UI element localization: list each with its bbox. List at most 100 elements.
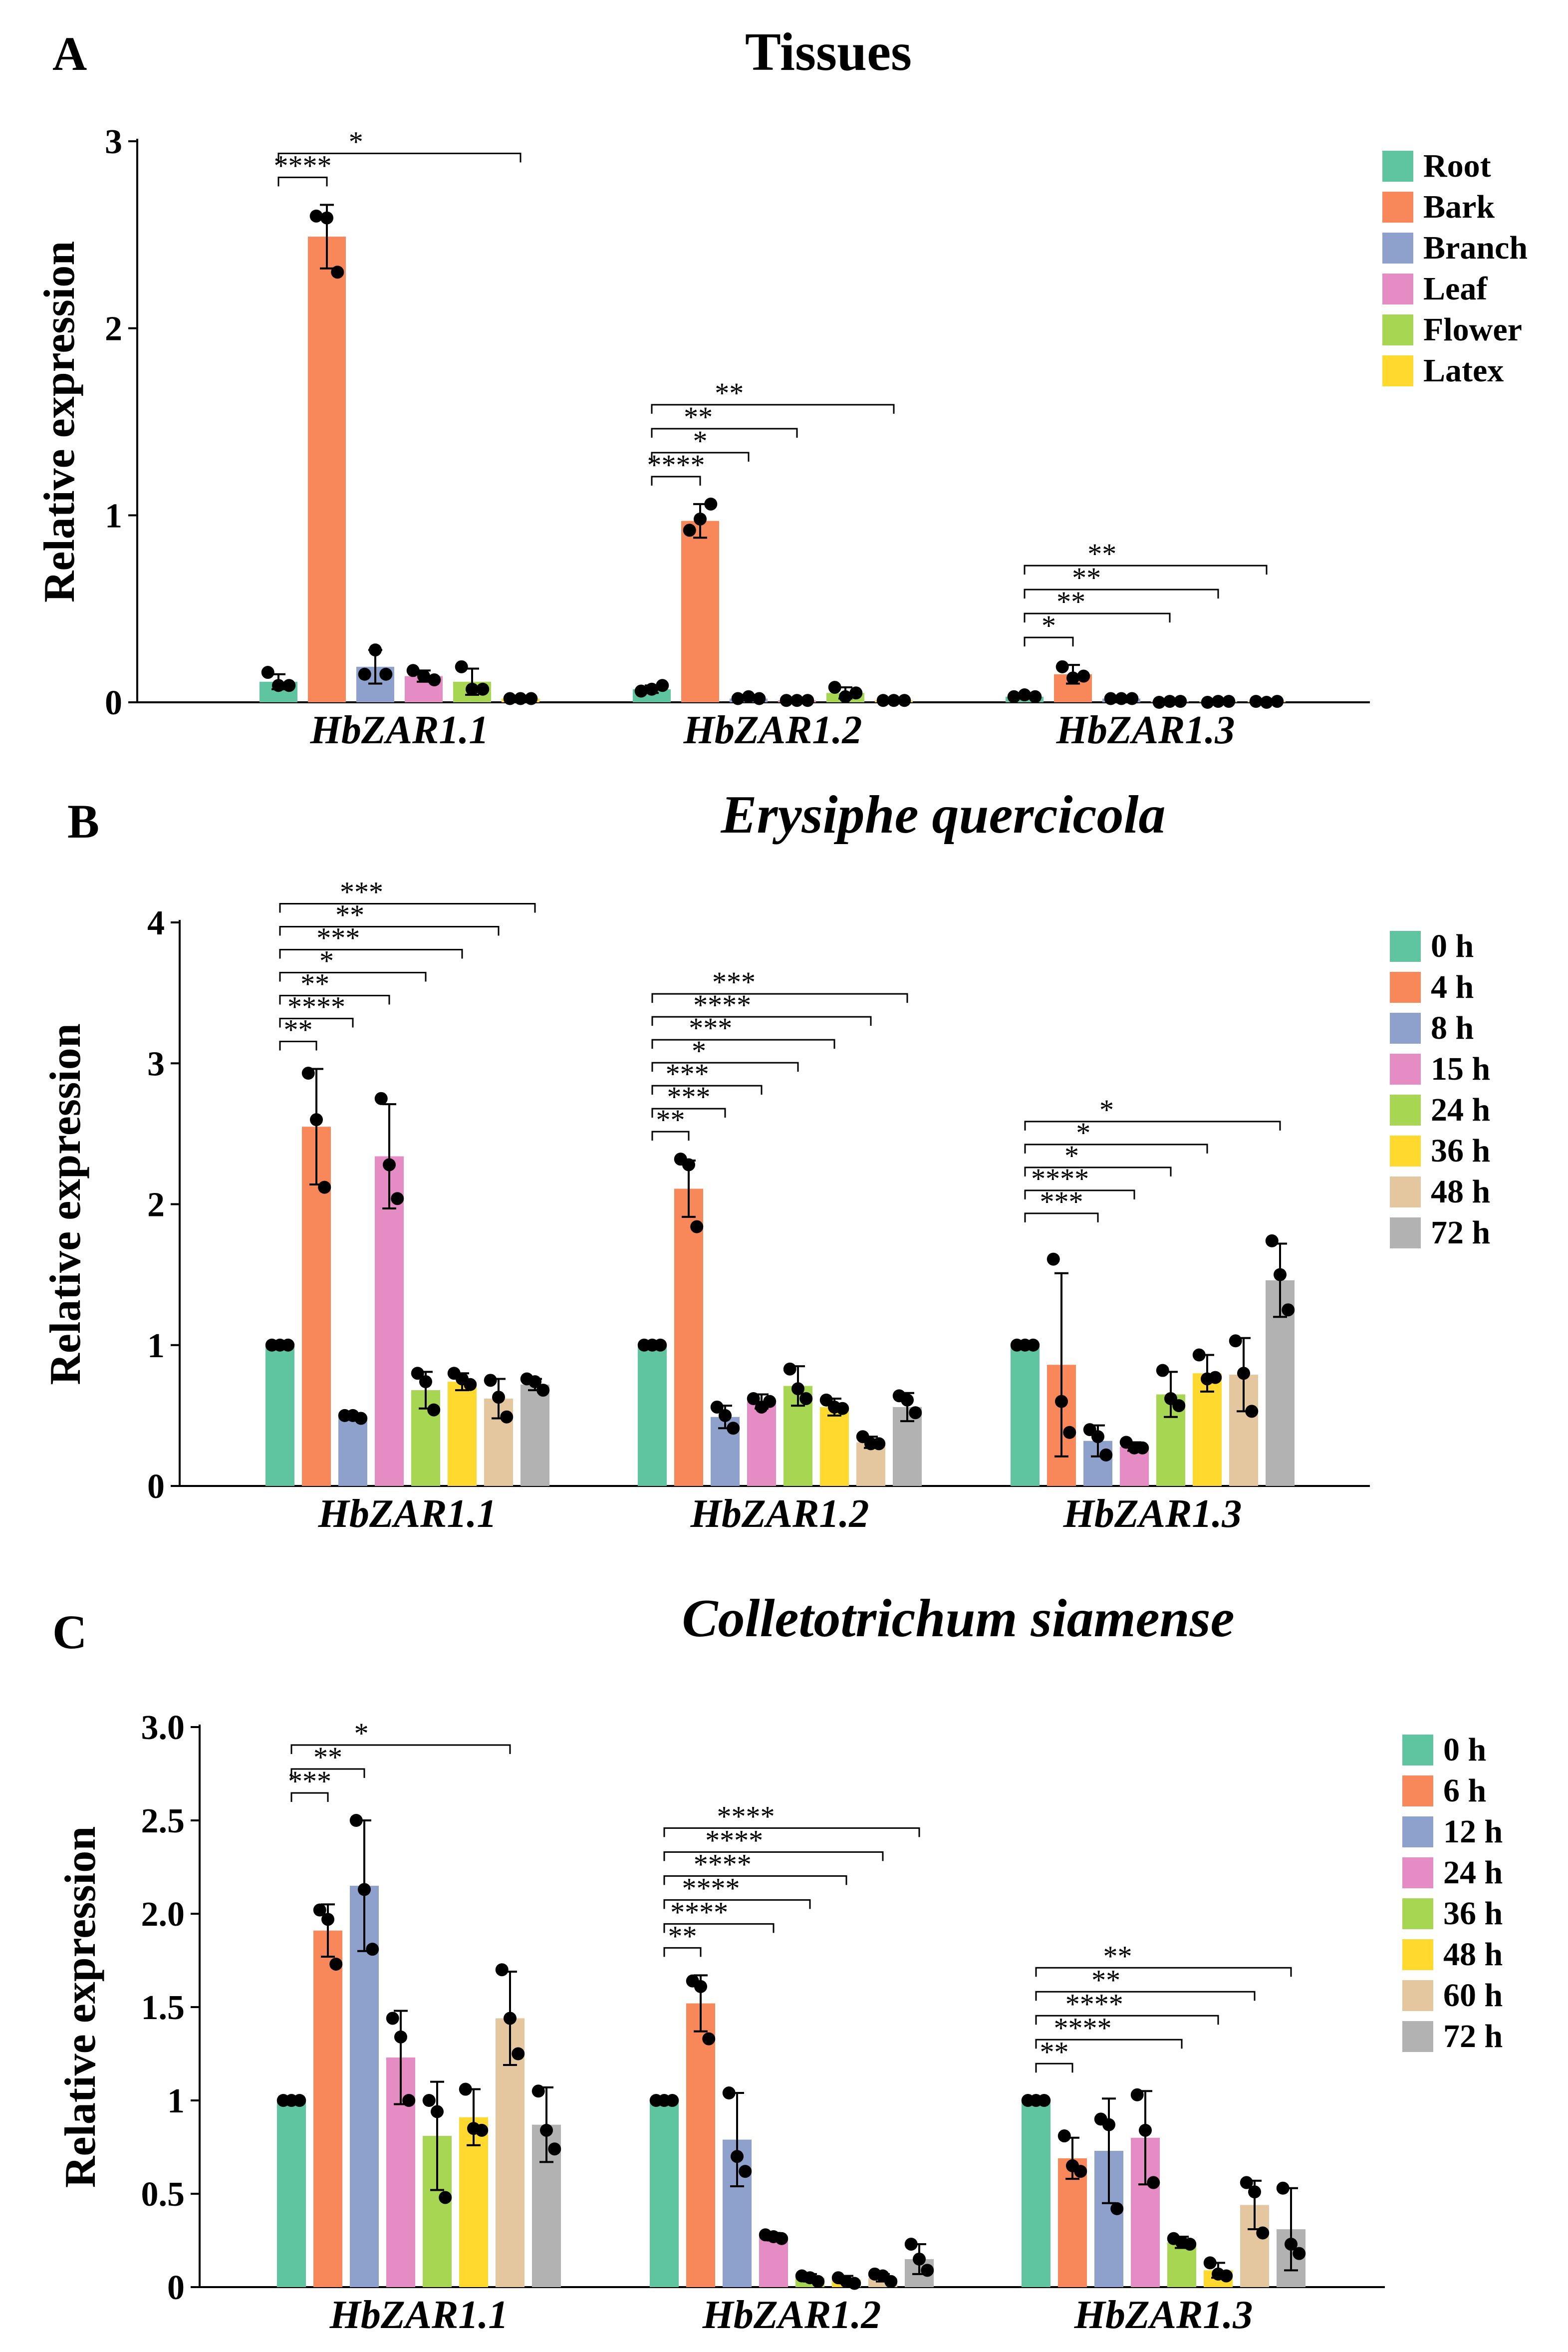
data-point <box>790 694 803 707</box>
significance-bracket <box>277 176 328 187</box>
data-point <box>694 512 707 526</box>
data-point <box>417 669 430 683</box>
significance-bracket <box>651 1016 872 1026</box>
x-category-label: HbZAR1.3 <box>1056 708 1235 752</box>
legend-swatch-Bark <box>1382 192 1413 223</box>
data-point <box>1201 696 1214 709</box>
legend-swatch-Branch <box>1382 233 1413 264</box>
bar-6h-HbZAR1.2 <box>686 2003 715 2287</box>
legend-swatch-24h <box>1402 1857 1433 1888</box>
significance-label: * <box>354 1717 369 1750</box>
significance-bracket <box>279 1018 354 1028</box>
data-point <box>428 673 441 687</box>
legend-swatch-0h <box>1402 1735 1433 1765</box>
significance-label: ** <box>313 1741 342 1773</box>
significance-bracket <box>1024 588 1219 599</box>
significance-label: ** <box>1072 562 1101 594</box>
data-point <box>1055 660 1069 673</box>
data-point <box>272 679 285 692</box>
data-point <box>374 1092 388 1105</box>
legend-label-36h: 36 h <box>1443 1895 1503 1932</box>
significance-label: * <box>1099 1094 1114 1126</box>
legend-label-Flower: Flower <box>1423 311 1522 348</box>
significance-bracket <box>663 1899 811 1909</box>
significance-label: ** <box>715 377 744 409</box>
data-point <box>358 667 371 681</box>
x-category-label: HbZAR1.1 <box>318 1492 497 1536</box>
data-point <box>503 692 517 705</box>
significance-bracket <box>290 1768 365 1778</box>
data-point <box>406 664 420 677</box>
data-point <box>1220 2269 1233 2283</box>
y-tick-label: 1 <box>105 497 122 535</box>
significance-label: * <box>693 425 708 457</box>
significance-label: ** <box>684 401 713 433</box>
legend-swatch-48h <box>1402 1939 1433 1970</box>
data-point <box>540 2123 553 2137</box>
significance-bracket <box>663 1851 884 1861</box>
significance-bracket <box>1024 636 1074 647</box>
data-point <box>536 1384 550 1397</box>
data-point <box>1212 695 1225 708</box>
data-point <box>301 1067 315 1080</box>
data-point <box>524 692 538 705</box>
data-point <box>1136 1441 1149 1455</box>
significance-bracket <box>1035 1991 1256 2001</box>
bar-36h-HbZAR1.2 <box>820 1407 849 1486</box>
data-point <box>531 2084 545 2098</box>
data-point <box>1293 2247 1306 2260</box>
data-point <box>1174 695 1187 708</box>
significance-label: **** <box>274 149 332 182</box>
bar-15h-HbZAR1.2 <box>747 1401 776 1486</box>
data-point <box>683 524 696 537</box>
significance-bracket <box>651 1062 799 1072</box>
y-tick-label: 4 <box>147 904 165 942</box>
data-point <box>369 643 382 657</box>
y-tick-label: 2.5 <box>141 1802 185 1840</box>
data-point <box>690 1220 704 1233</box>
significance-label: * <box>1042 609 1056 642</box>
data-point <box>293 2094 306 2107</box>
data-point <box>702 2032 716 2046</box>
data-point <box>484 1374 497 1387</box>
bar-0h-HbZAR1.2 <box>650 2100 679 2287</box>
significance-bracket <box>651 993 908 1003</box>
data-point <box>1147 2176 1160 2189</box>
significance-bracket <box>651 428 798 438</box>
y-axis-label-a: Relative expression <box>35 241 84 602</box>
legend-swatch-12h <box>1402 1816 1433 1847</box>
data-point <box>492 1391 505 1404</box>
data-point <box>318 1180 331 1194</box>
data-point <box>909 1406 922 1420</box>
data-point <box>321 1913 334 1926</box>
significance-bracket <box>1024 1167 1172 1176</box>
bar-0h-HbZAR1.3 <box>1022 2100 1050 2287</box>
significance-bracket <box>651 404 895 414</box>
data-point <box>872 1437 886 1451</box>
legend-label-72h: 72 h <box>1431 1214 1490 1251</box>
bar-8h-HbZAR1.1 <box>338 1417 367 1486</box>
panel-a: A Tissues Relative expression 0 1 2 3 HbZAR1.1 H… <box>35 22 1528 752</box>
significance-label: ** <box>1091 1964 1120 1996</box>
data-point <box>1282 1303 1295 1317</box>
data-point <box>1110 2202 1124 2215</box>
x-category-label: HbZAR1.2 <box>702 2293 881 2337</box>
data-point <box>747 1392 760 1406</box>
data-point <box>512 2047 525 2060</box>
significance-bracket <box>1024 1144 1208 1154</box>
legend-swatch-60h <box>1402 1980 1433 2011</box>
data-point <box>439 2191 452 2204</box>
x-category-label: HbZAR1.3 <box>1063 1492 1242 1536</box>
data-point <box>848 2277 861 2290</box>
data-point <box>1248 2185 1261 2199</box>
significance-bracket <box>1024 612 1171 623</box>
data-point <box>839 690 852 703</box>
data-point <box>466 682 479 696</box>
bar-72h-HbZAR1.1 <box>521 1384 549 1486</box>
significance-label: **** <box>647 449 705 481</box>
significance-bracket <box>663 1827 920 1837</box>
bar-Bark-HbZAR1.1 <box>308 237 346 703</box>
significance-bracket <box>290 1792 329 1802</box>
data-point <box>731 2150 744 2163</box>
significance-bracket <box>651 452 750 462</box>
